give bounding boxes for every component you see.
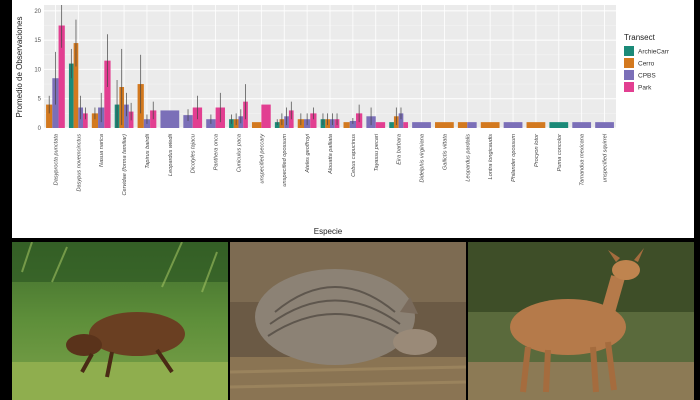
y-tick-labels: 0 5 10 15 20	[34, 9, 41, 132]
bar	[398, 113, 404, 128]
legend-swatch	[624, 58, 634, 68]
x-axis-title: Especie	[314, 227, 343, 236]
legend-label: Park	[638, 85, 652, 92]
y-tick-label: 5	[38, 97, 42, 103]
agouti-photo	[12, 242, 228, 400]
x-category-label: Tapirus bairdii	[145, 133, 151, 168]
bar	[251, 122, 262, 128]
legend-swatch	[624, 70, 634, 80]
bar	[375, 122, 386, 128]
chart-panel: 0 5 10 15 20 Dasyprocta punctata Dasypus nove…	[12, 0, 694, 238]
bar	[467, 122, 477, 128]
bar	[91, 113, 99, 128]
y-axis-title: Promedio de Observaciones	[15, 17, 24, 118]
x-category-label: Didelphis virginiana	[420, 134, 426, 183]
x-category-label: Nasua narica	[99, 134, 105, 167]
x-category-label: Cuniculus paca	[236, 134, 242, 172]
x-category-label: unspecified opossum	[282, 134, 288, 187]
x-category-label: Gallictis vittata	[442, 134, 448, 170]
bar	[46, 104, 53, 128]
bar-chart: 0 5 10 15 20 Dasyprocta punctata Dasypus nove…	[15, 5, 670, 236]
x-category-label: Panthera onca	[214, 134, 220, 170]
x-category-label: Ateles geoffroyi	[305, 133, 311, 173]
x-category-labels: Dasyprocta punctata Dasypus novemcinctus N…	[53, 133, 608, 196]
bar	[526, 122, 546, 128]
legend-label: CPBS	[638, 73, 656, 80]
x-category-label: Tamandua mexicana	[580, 134, 586, 186]
x-category-label: Puma concolor	[557, 133, 563, 171]
bar	[104, 60, 111, 129]
bar	[310, 113, 317, 128]
x-category-label: Leopardus pardalis	[465, 134, 471, 182]
bar	[68, 63, 74, 129]
x-category-label: unspecified squirrel	[603, 133, 609, 182]
bar	[58, 25, 65, 128]
x-category-label: Leopardus wiedii	[168, 133, 174, 176]
x-category-label: Tayassu pecari	[374, 133, 380, 171]
bar	[457, 122, 468, 128]
bar	[435, 122, 454, 128]
x-category-label: Philander opossum	[511, 134, 517, 182]
legend: Transect ArchieCarr Cerro CPBS Park	[624, 33, 670, 92]
armadillo-photo	[230, 242, 466, 400]
x-category-label: Cebus capucinus	[351, 134, 357, 177]
bar	[261, 104, 271, 128]
x-category-label: Dasypus novemcinctus	[76, 134, 82, 192]
bar	[549, 122, 569, 128]
legend-swatch	[624, 46, 634, 56]
legend-swatch	[624, 82, 634, 92]
bar	[480, 122, 500, 128]
y-tick-label: 15	[34, 38, 41, 44]
bar	[403, 122, 409, 128]
y-tick-label: 20	[34, 9, 41, 15]
legend-label: ArchieCarr	[638, 49, 670, 56]
error-bars	[48, 5, 402, 128]
bar	[349, 120, 357, 128]
bar	[572, 122, 592, 128]
legend-title: Transect	[624, 33, 656, 42]
bar	[183, 115, 193, 128]
x-category-label: Alouatta palliata	[328, 134, 334, 175]
y-tick-label: 10	[34, 67, 41, 73]
x-category-label: Dasyprocta punctata	[53, 134, 59, 185]
bar	[595, 122, 614, 128]
bar	[389, 122, 394, 128]
bar	[343, 122, 350, 128]
x-category-label: Eira barbara	[397, 134, 403, 165]
bar	[83, 113, 88, 128]
x-category-label: Dicotyles tajacu	[191, 134, 197, 173]
x-category-label: Lontra longicaudis	[488, 134, 494, 180]
deer-photo	[468, 242, 694, 400]
x-category-label: Cervidae (forma familiar)	[122, 134, 128, 196]
x-category-label: unspecified peccary	[259, 133, 265, 184]
bar	[412, 122, 431, 128]
photo-row	[12, 242, 694, 400]
x-category-label: Procyon lotor	[534, 133, 540, 167]
bar	[503, 122, 523, 128]
legend-label: Cerro	[638, 61, 655, 68]
bar	[160, 110, 180, 128]
bar	[73, 43, 79, 129]
y-tick-label: 0	[38, 126, 42, 132]
